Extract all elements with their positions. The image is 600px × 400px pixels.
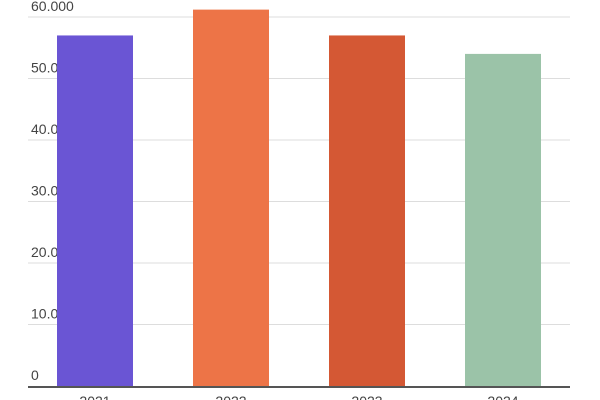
bar-2023: [329, 35, 405, 386]
x-tick-label: 2022: [215, 393, 246, 400]
bar-2022: [193, 9, 269, 387]
y-tick-label: 60.000: [31, 0, 74, 14]
x-tick-label: 2021: [79, 393, 110, 400]
bar-2024: [465, 53, 541, 387]
x-tick-label: 2023: [351, 393, 382, 400]
x-tick-label: 2024: [487, 393, 518, 400]
y-tick-label: 0: [31, 367, 39, 383]
bar-2021: [57, 35, 133, 386]
